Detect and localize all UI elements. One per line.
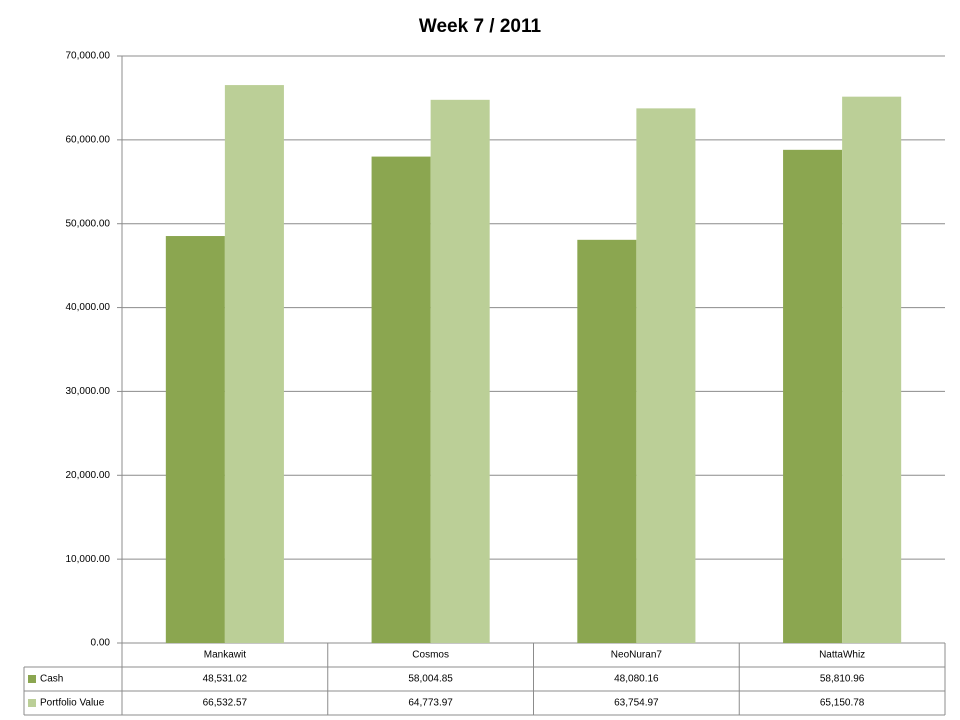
table-value: 58,810.96 bbox=[820, 674, 865, 685]
y-tick-label: 10,000.00 bbox=[66, 554, 111, 565]
table-value: 48,080.16 bbox=[614, 674, 659, 685]
legend-label: Cash bbox=[40, 674, 63, 685]
table-value: 63,754.97 bbox=[614, 698, 659, 709]
bar bbox=[371, 156, 431, 644]
bar bbox=[577, 239, 637, 643]
x-tick-label: Mankawit bbox=[204, 650, 246, 661]
table-value: 65,150.78 bbox=[820, 698, 865, 709]
chart-title: Week 7 / 2011 bbox=[419, 16, 542, 37]
y-tick-label: 30,000.00 bbox=[66, 386, 111, 397]
legend-label: Portfolio Value bbox=[40, 698, 105, 709]
bar bbox=[636, 108, 696, 644]
bar bbox=[842, 96, 902, 643]
table-value: 48,531.02 bbox=[203, 674, 248, 685]
bar bbox=[783, 149, 843, 643]
bar bbox=[224, 85, 284, 643]
y-tick-label: 40,000.00 bbox=[66, 302, 111, 313]
legend-key bbox=[28, 699, 36, 707]
table-value: 58,004.85 bbox=[408, 674, 453, 685]
y-tick-label: 60,000.00 bbox=[66, 134, 111, 145]
legend-key bbox=[28, 675, 36, 683]
y-tick-label: 20,000.00 bbox=[66, 470, 111, 481]
table-value: 66,532.57 bbox=[203, 698, 248, 709]
bar bbox=[430, 99, 490, 644]
table-value: 64,773.97 bbox=[408, 698, 453, 709]
x-tick-label: NattaWhiz bbox=[819, 650, 865, 661]
y-tick-label: 0.00 bbox=[91, 638, 111, 649]
x-tick-label: Cosmos bbox=[412, 650, 449, 661]
bar bbox=[165, 236, 225, 644]
y-tick-label: 50,000.00 bbox=[66, 218, 111, 229]
y-tick-label: 70,000.00 bbox=[66, 51, 111, 62]
x-tick-label: NeoNuran7 bbox=[611, 650, 663, 661]
